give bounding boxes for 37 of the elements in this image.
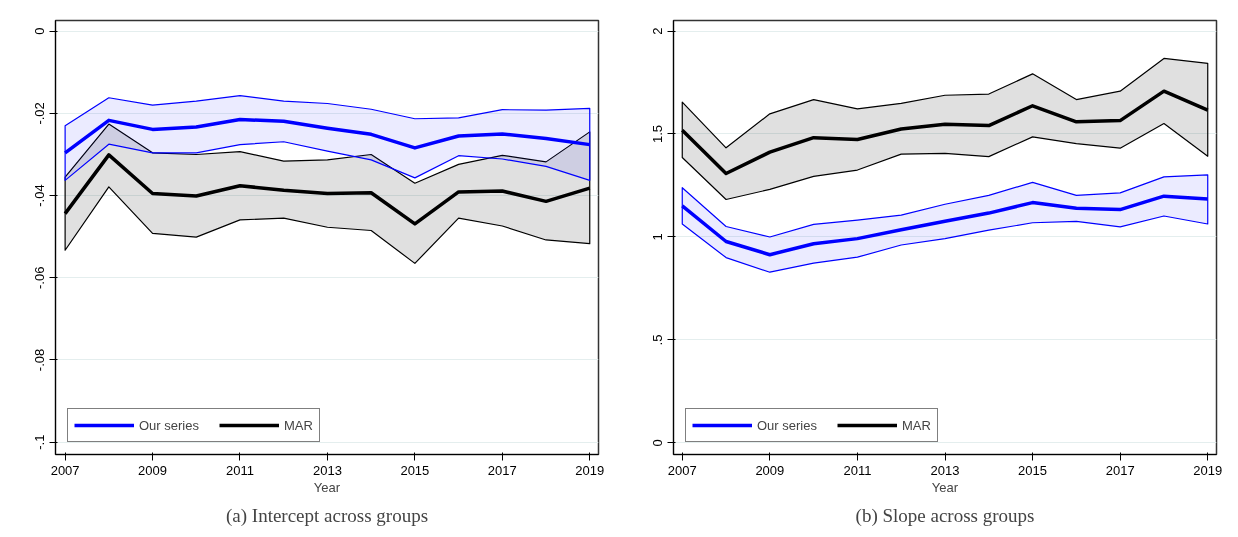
x-tick-label: 2017 [487, 462, 517, 478]
y-tick-label: 2 [650, 27, 666, 35]
x-tick-label: 2007 [667, 462, 697, 478]
legend-label: Our series [757, 417, 817, 433]
x-tick-label: 2009 [755, 462, 785, 478]
text: (b) Slope across groups [855, 504, 1035, 527]
text: (a) Intercept across groups [225, 504, 429, 527]
x-tick-label: 2011 [843, 462, 872, 478]
legend-label: MAR [283, 417, 313, 433]
x-tick-label: 2015 [1018, 462, 1048, 478]
y-tick-label: -.08 [32, 348, 48, 372]
legend-label: MAR [901, 417, 931, 433]
line-series [63, 117, 592, 155]
x-tick-label: 2017 [1105, 462, 1135, 478]
y-tick-label: 0 [650, 439, 666, 447]
y-tick-label: -.02 [32, 102, 48, 125]
y-tick-label: -.04 [32, 184, 48, 207]
x-tick-label: 2009 [138, 462, 168, 478]
legend-label: Our series [139, 417, 199, 433]
x-tick-label: 2011 [226, 462, 254, 478]
x-tick-label: 2019 [575, 462, 605, 478]
y-tick-label: 0 [32, 27, 48, 35]
line-series [680, 194, 1210, 257]
x-tick-label: 2019 [1193, 462, 1223, 478]
x-axis-title: Year [313, 479, 341, 495]
x-tick-label: 2013 [930, 462, 960, 478]
line-series [63, 153, 592, 226]
line-series [680, 89, 1210, 176]
x-tick-label: 2015 [400, 462, 430, 478]
x-tick-label: 2013 [312, 462, 342, 478]
y-tick-label: 1 [650, 233, 666, 241]
x-axis-title: Year [931, 479, 959, 495]
y-tick-label: -.06 [32, 266, 48, 289]
y-tick-label: .5 [650, 334, 666, 346]
y-tick-label: 1.5 [650, 124, 666, 144]
x-tick-label: 2007 [50, 462, 80, 478]
y-tick-label: -.1 [32, 434, 48, 450]
